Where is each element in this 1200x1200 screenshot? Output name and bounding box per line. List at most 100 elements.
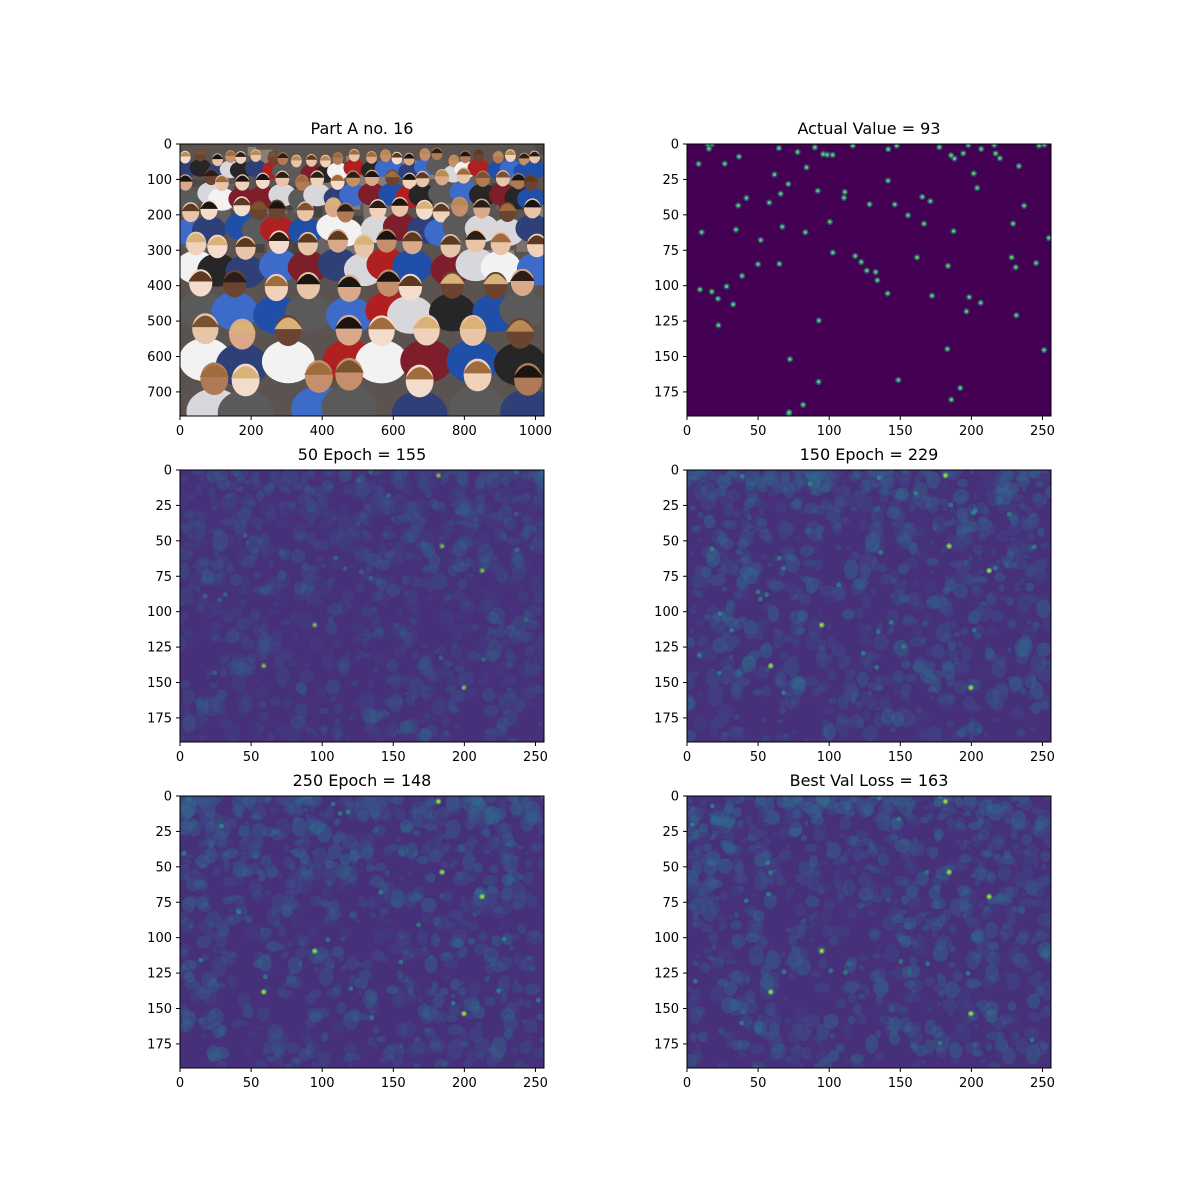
- y-tick-label: 175: [654, 711, 679, 726]
- y-tick-label: 75: [662, 896, 679, 911]
- y-tick-label: 75: [155, 896, 172, 911]
- y-tick-label: 125: [654, 967, 679, 982]
- x-tick-label: 250: [1030, 1076, 1055, 1091]
- y-tick-label: 175: [147, 711, 172, 726]
- y-tick-label: 150: [147, 676, 172, 691]
- y-tick-label: 100: [654, 279, 679, 294]
- x-tick-label: 150: [381, 750, 406, 765]
- y-tick-label: 100: [654, 605, 679, 620]
- x-tick-label: 150: [888, 750, 913, 765]
- y-tick-label: 150: [654, 1002, 679, 1017]
- y-tick-label: 25: [662, 173, 679, 188]
- panel-axes: 0 200 400 600 800 1000 0 100 200 300 400 500 600 700: [147, 138, 552, 440]
- x-tick-label: 600: [381, 424, 406, 439]
- y-tick-label: 600: [147, 350, 172, 365]
- x-tick-label: 100: [310, 750, 335, 765]
- x-tick-label: 50: [750, 750, 767, 765]
- y-tick-label: 50: [662, 208, 679, 223]
- panel-axes: 0 50 100 150 200 250 0 25 50 75 100 125 150 175: [147, 464, 548, 766]
- x-tick-label: 150: [888, 1076, 913, 1091]
- x-tick-label: 400: [310, 424, 335, 439]
- x-tick-label: 100: [817, 424, 842, 439]
- y-tick-label: 50: [155, 860, 172, 875]
- x-tick-label: 150: [888, 424, 913, 439]
- y-tick-label: 175: [654, 1037, 679, 1052]
- y-tick-label: 500: [147, 315, 172, 330]
- y-tick-label: 125: [147, 967, 172, 982]
- x-tick-label: 250: [1030, 750, 1055, 765]
- y-tick-label: 0: [671, 464, 679, 479]
- x-tick-label: 0: [176, 424, 184, 439]
- y-tick-label: 175: [147, 1037, 172, 1052]
- panel-axes: 0 50 100 150 200 250 0 25 50 75 100 125 150 175: [654, 790, 1055, 1092]
- y-tick-label: 75: [662, 244, 679, 259]
- x-tick-label: 200: [959, 750, 984, 765]
- panel-title: 50 Epoch = 155: [297, 445, 427, 464]
- y-tick-label: 400: [147, 279, 172, 294]
- x-tick-label: 200: [452, 1076, 477, 1091]
- density-map: [687, 796, 1051, 1068]
- x-tick-label: 0: [683, 750, 691, 765]
- x-tick-label: 0: [683, 424, 691, 439]
- y-tick-label: 50: [662, 860, 679, 875]
- panel-title: Actual Value = 93: [797, 119, 941, 138]
- y-tick-label: 25: [155, 825, 172, 840]
- density-map: [687, 470, 1051, 742]
- y-tick-label: 200: [147, 208, 172, 223]
- density-map: [180, 796, 544, 1068]
- density-map: [180, 470, 544, 742]
- x-tick-label: 0: [176, 750, 184, 765]
- x-tick-label: 100: [310, 1076, 335, 1091]
- x-tick-label: 50: [750, 1076, 767, 1091]
- x-tick-label: 100: [817, 1076, 842, 1091]
- x-tick-label: 50: [243, 1076, 260, 1091]
- x-tick-label: 0: [176, 1076, 184, 1091]
- y-tick-label: 0: [671, 790, 679, 805]
- y-tick-label: 125: [654, 315, 679, 330]
- y-tick-label: 150: [654, 350, 679, 365]
- y-tick-label: 0: [164, 138, 172, 153]
- density-map: [687, 144, 1051, 416]
- x-tick-label: 250: [1030, 424, 1055, 439]
- y-tick-label: 75: [155, 570, 172, 585]
- y-tick-label: 50: [155, 534, 172, 549]
- y-tick-label: 75: [662, 570, 679, 585]
- x-tick-label: 200: [452, 750, 477, 765]
- x-tick-label: 150: [381, 1076, 406, 1091]
- y-tick-label: 25: [662, 499, 679, 514]
- y-tick-label: 100: [147, 605, 172, 620]
- y-tick-label: 175: [654, 385, 679, 400]
- y-tick-label: 25: [662, 825, 679, 840]
- y-tick-label: 125: [147, 641, 172, 656]
- y-tick-label: 700: [147, 385, 172, 400]
- panel-title: Best Val Loss = 163: [789, 771, 949, 790]
- y-tick-label: 0: [164, 790, 172, 805]
- panel-title: 150 Epoch = 229: [799, 445, 939, 464]
- panel-axes: 0 50 100 150 200 250 0 25 50 75 100 125 150 175: [654, 138, 1055, 440]
- y-tick-label: 50: [662, 534, 679, 549]
- y-tick-label: 150: [654, 676, 679, 691]
- panel-title: 250 Epoch = 148: [292, 771, 432, 790]
- x-tick-label: 50: [750, 424, 767, 439]
- x-tick-label: 1000: [519, 424, 552, 439]
- x-tick-label: 800: [452, 424, 477, 439]
- y-tick-label: 150: [147, 1002, 172, 1017]
- x-tick-label: 250: [523, 750, 548, 765]
- panel-axes: 0 50 100 150 200 250 0 25 50 75 100 125 150 175: [147, 790, 548, 1092]
- x-tick-label: 100: [817, 750, 842, 765]
- y-tick-label: 0: [671, 138, 679, 153]
- y-tick-label: 125: [654, 641, 679, 656]
- panel-title: Part A no. 16: [310, 119, 414, 138]
- y-tick-label: 25: [155, 499, 172, 514]
- y-tick-label: 0: [164, 464, 172, 479]
- x-tick-label: 0: [683, 1076, 691, 1091]
- x-tick-label: 200: [239, 424, 264, 439]
- panel-axes: 0 50 100 150 200 250 0 25 50 75 100 125 150 175: [654, 464, 1055, 766]
- x-tick-label: 50: [243, 750, 260, 765]
- crowd-photo: [180, 144, 544, 416]
- x-tick-label: 200: [959, 1076, 984, 1091]
- y-tick-label: 300: [147, 244, 172, 259]
- y-tick-label: 100: [147, 173, 172, 188]
- y-tick-label: 100: [654, 931, 679, 946]
